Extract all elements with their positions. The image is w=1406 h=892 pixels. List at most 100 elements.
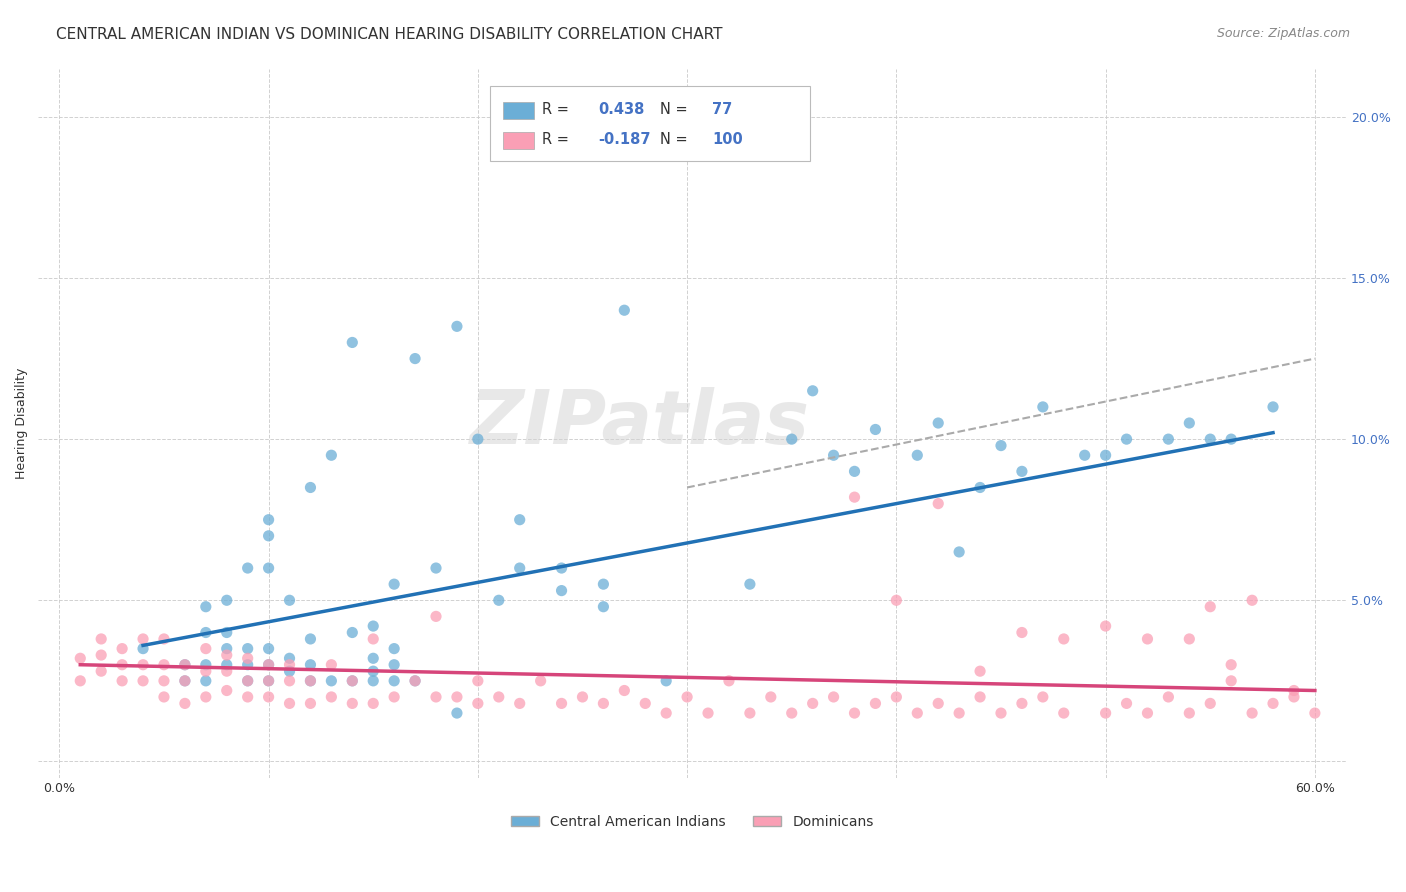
Point [1136, 632, 1159, 646]
Point [236, 673, 259, 688]
Point [236, 690, 259, 704]
Point [1157, 690, 1180, 704]
Point [361, 697, 384, 711]
Point [886, 593, 908, 607]
Point [404, 673, 426, 688]
Point [1178, 416, 1201, 430]
Point [111, 657, 134, 672]
Point [236, 641, 259, 656]
Text: 0.438: 0.438 [598, 103, 644, 117]
Point [1241, 593, 1264, 607]
Y-axis label: Hearing Disability: Hearing Disability [15, 368, 28, 479]
Point [299, 697, 322, 711]
Point [132, 657, 155, 672]
Point [194, 664, 217, 678]
Point [1199, 697, 1222, 711]
Point [425, 561, 447, 575]
Point [215, 648, 238, 662]
Point [174, 697, 197, 711]
Point [69, 651, 91, 665]
Point [257, 673, 280, 688]
Point [1011, 464, 1033, 478]
Point [278, 673, 301, 688]
Point [299, 657, 322, 672]
Point [425, 609, 447, 624]
Point [1178, 706, 1201, 720]
Point [488, 690, 510, 704]
Text: 100: 100 [711, 132, 742, 147]
Point [780, 432, 803, 446]
Point [382, 577, 405, 591]
Point [153, 657, 176, 672]
Point [1157, 432, 1180, 446]
Point [153, 690, 176, 704]
Point [886, 690, 908, 704]
Point [1199, 599, 1222, 614]
Point [257, 561, 280, 575]
Point [1053, 706, 1076, 720]
Point [1282, 690, 1305, 704]
Point [571, 690, 593, 704]
Point [194, 673, 217, 688]
Point [613, 683, 636, 698]
Point [174, 657, 197, 672]
Point [1303, 706, 1326, 720]
Point [1094, 619, 1116, 633]
Point [634, 697, 657, 711]
Point [257, 641, 280, 656]
Point [236, 651, 259, 665]
Point [530, 673, 553, 688]
Point [1094, 706, 1116, 720]
Point [342, 625, 364, 640]
Point [321, 657, 343, 672]
Point [1261, 400, 1284, 414]
Point [174, 673, 197, 688]
Point [905, 706, 928, 720]
Point [404, 673, 426, 688]
Point [425, 690, 447, 704]
Point [215, 664, 238, 678]
Point [1282, 683, 1305, 698]
Point [655, 706, 678, 720]
Point [236, 657, 259, 672]
Point [215, 683, 238, 698]
Point [257, 657, 280, 672]
Point [299, 481, 322, 495]
Point [592, 697, 614, 711]
Point [215, 625, 238, 640]
Point [1178, 632, 1201, 646]
Point [236, 561, 259, 575]
Point [1220, 432, 1243, 446]
Point [132, 632, 155, 646]
Point [361, 632, 384, 646]
Point [278, 651, 301, 665]
Point [801, 384, 824, 398]
Point [382, 657, 405, 672]
Point [299, 673, 322, 688]
Point [823, 448, 845, 462]
Point [927, 497, 949, 511]
Point [382, 641, 405, 656]
Point [717, 673, 740, 688]
Point [299, 632, 322, 646]
Point [1032, 690, 1054, 704]
Text: -0.187: -0.187 [598, 132, 651, 147]
Point [278, 657, 301, 672]
Point [194, 625, 217, 640]
Point [865, 422, 887, 436]
Point [697, 706, 720, 720]
Point [948, 706, 970, 720]
Point [969, 481, 991, 495]
Point [446, 690, 468, 704]
Text: 77: 77 [711, 103, 733, 117]
Point [738, 706, 761, 720]
Point [1241, 706, 1264, 720]
Point [1073, 448, 1095, 462]
Point [342, 673, 364, 688]
Point [342, 673, 364, 688]
Point [865, 697, 887, 711]
Point [174, 673, 197, 688]
Point [194, 641, 217, 656]
Point [278, 664, 301, 678]
Point [990, 439, 1012, 453]
